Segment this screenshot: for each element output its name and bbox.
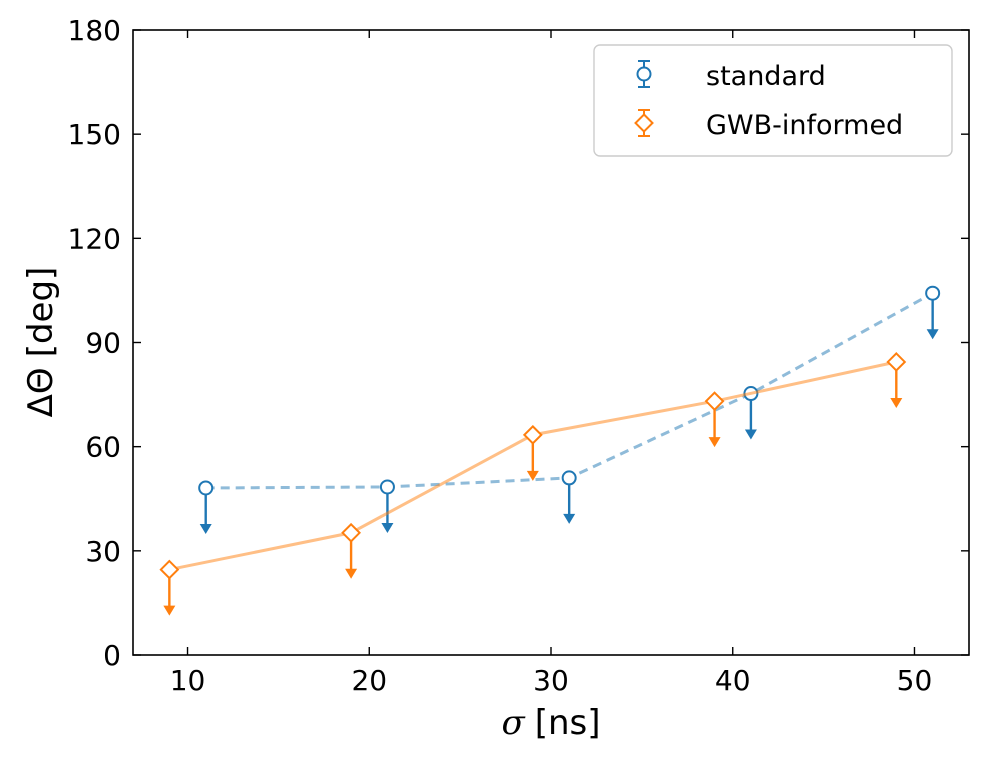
x-axis-symbol: σ: [501, 703, 525, 743]
y-axis-symbol: ΔΘ: [21, 367, 61, 417]
y-axis-title: ΔΘ [deg]: [21, 267, 61, 418]
y-tick-label: 0: [103, 639, 121, 672]
y-tick-label: 180: [68, 14, 121, 47]
y-tick-label: 90: [85, 327, 121, 360]
data-point-standard: [379, 479, 395, 495]
data-point-standard: [925, 285, 941, 301]
x-axis-unit: [ns]: [535, 703, 601, 743]
legend-label-standard: standard: [706, 61, 826, 92]
legend-box: [593, 44, 953, 157]
y-tick-label: 150: [68, 118, 121, 151]
legend-marker-shape: [634, 113, 654, 133]
data-point-gwb-informed: [886, 352, 907, 372]
y-tick-label: 120: [68, 222, 121, 255]
legend-entry-standard: standard: [636, 60, 826, 92]
upper-limit-arrowhead-standard: [199, 523, 212, 534]
data-point-gwb-informed: [341, 522, 362, 543]
upper-limit-arrowhead-standard: [744, 429, 757, 440]
legend-marker-gwb-informed: [634, 109, 654, 137]
legend-label-gwb-informed: GWB-informed: [706, 110, 903, 141]
series-standard: [198, 285, 941, 534]
y-axis-unit: [deg]: [21, 267, 61, 358]
x-axis-title: σ [ns]: [501, 703, 600, 743]
data-point-gwb-informed: [522, 424, 543, 445]
x-tick-label: 30: [533, 664, 569, 697]
upper-limit-arrowhead-gwb-informed: [345, 568, 358, 579]
data-series: [159, 285, 941, 616]
upper-limit-arrowhead-gwb-informed: [890, 397, 903, 408]
x-tick-label: 40: [715, 664, 751, 697]
upper-limit-arrowhead-gwb-informed: [163, 605, 176, 616]
upper-limit-arrowhead-gwb-informed: [708, 437, 721, 448]
data-point-standard: [561, 470, 577, 486]
upper-limit-arrowhead-standard: [563, 513, 576, 524]
series-line-standard: [205, 291, 934, 490]
axis-ticks: 10 20 30 40 50 0 30 60 90 120 150 180: [68, 14, 969, 697]
upper-limit-arrowhead-gwb-informed: [526, 470, 539, 481]
data-point-gwb-informed: [159, 559, 180, 580]
legend-entry-gwb-informed: GWB-informed: [634, 109, 903, 141]
x-tick-label: 20: [351, 664, 387, 697]
y-tick-label: 60: [85, 431, 121, 464]
upper-limit-arrowhead-standard: [926, 329, 939, 340]
legend-marker-standard: [636, 60, 652, 88]
y-tick-label: 30: [85, 535, 121, 568]
x-tick-label: 50: [897, 664, 933, 697]
data-point-standard: [198, 480, 214, 496]
series-gwb-informed: [159, 352, 907, 616]
x-tick-label: 10: [170, 664, 206, 697]
legend-marker-shape: [636, 66, 652, 82]
legend: standard GWB-informed: [593, 44, 953, 157]
upper-limit-arrowhead-standard: [381, 522, 394, 533]
data-point-gwb-informed: [704, 391, 725, 412]
